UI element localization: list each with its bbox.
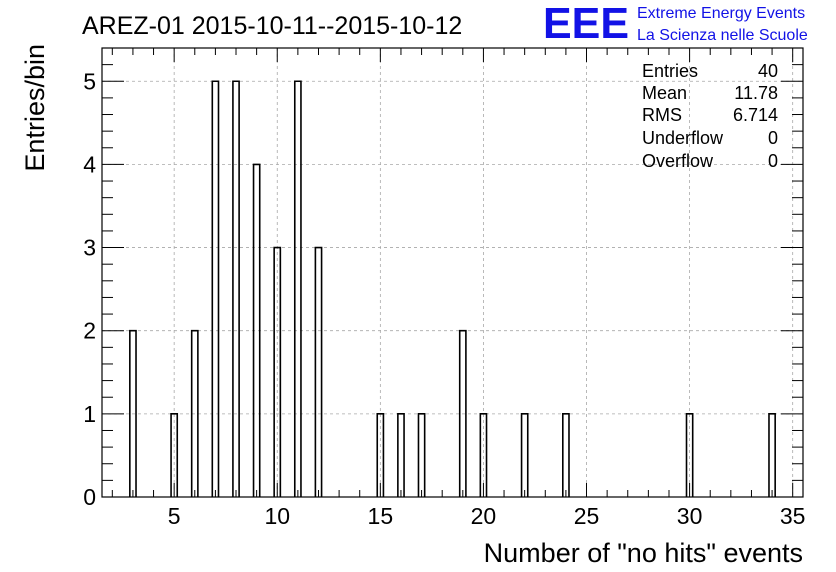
y-tick-label: 1 — [83, 401, 96, 427]
logo-line2: La Scienza nelle Scuole — [637, 27, 808, 44]
x-tick-label: 10 — [264, 503, 290, 529]
histogram-bar — [314, 246, 323, 497]
logo-line1: Extreme Energy Events — [637, 5, 805, 22]
histogram-bar — [273, 246, 282, 497]
axis-tick-labels: 5 10 15 20 25 30 35 0 1 2 3 4 5 — [83, 68, 805, 529]
stats-label-overflow: Overflow — [642, 151, 714, 171]
x-tick-label: 15 — [368, 503, 394, 529]
x-tick-label: 20 — [471, 503, 497, 529]
histogram-bar — [685, 413, 694, 497]
x-tick-label: 25 — [574, 503, 600, 529]
x-tick-label: 5 — [168, 503, 181, 529]
x-axis-label: Number of "no hits" events — [484, 538, 803, 568]
stats-value-rms: 6.714 — [733, 105, 778, 125]
grid-lines — [102, 48, 803, 497]
histogram-bars — [129, 80, 776, 497]
plot-frame — [101, 47, 804, 498]
y-axis-label: Entries/bin — [20, 44, 50, 172]
y-tick-label: 3 — [83, 235, 96, 261]
chart-title: AREZ-01 2015-10-11--2015-10-12 — [82, 12, 462, 40]
y-tick-label: 5 — [83, 68, 96, 94]
stats-box: Entries 40 Mean 11.78 RMS 6.714 Underflo… — [642, 61, 778, 171]
histogram-bar — [170, 413, 179, 497]
histogram-bar — [211, 80, 220, 497]
stats-label-entries: Entries — [642, 61, 698, 81]
histogram-bar — [232, 80, 240, 497]
histogram-bar — [129, 329, 137, 497]
x-tick-label: 35 — [780, 503, 806, 529]
histogram-bar — [417, 413, 426, 497]
histogram-bar — [458, 329, 467, 497]
stats-value-underflow: 0 — [768, 128, 778, 148]
stats-value-overflow: 0 — [768, 151, 778, 171]
stats-value-entries: 40 — [758, 61, 778, 81]
histogram-bar — [293, 80, 302, 497]
stats-value-mean: 11.78 — [734, 83, 778, 103]
stats-label-mean: Mean — [642, 83, 687, 103]
y-tick-label: 2 — [83, 318, 96, 344]
histogram-bar — [768, 413, 776, 497]
y-tick-label: 4 — [83, 151, 96, 177]
eee-logo-text: EEE — [543, 0, 629, 48]
stats-label-underflow: Underflow — [642, 128, 724, 148]
x-tick-label: 30 — [677, 503, 703, 529]
histogram-bar — [190, 329, 199, 497]
histogram-bar — [479, 413, 488, 497]
y-tick-label: 0 — [83, 484, 96, 510]
histogram-bar — [397, 413, 405, 497]
histogram-bar — [252, 163, 261, 497]
axis-ticks — [102, 47, 803, 498]
histogram-bar — [562, 413, 570, 497]
histogram-bar — [520, 413, 529, 497]
stats-label-rms: RMS — [642, 105, 682, 125]
logo: EEE Extreme Energy Events La Scienza nel… — [543, 0, 808, 48]
histogram-bar — [376, 413, 385, 497]
